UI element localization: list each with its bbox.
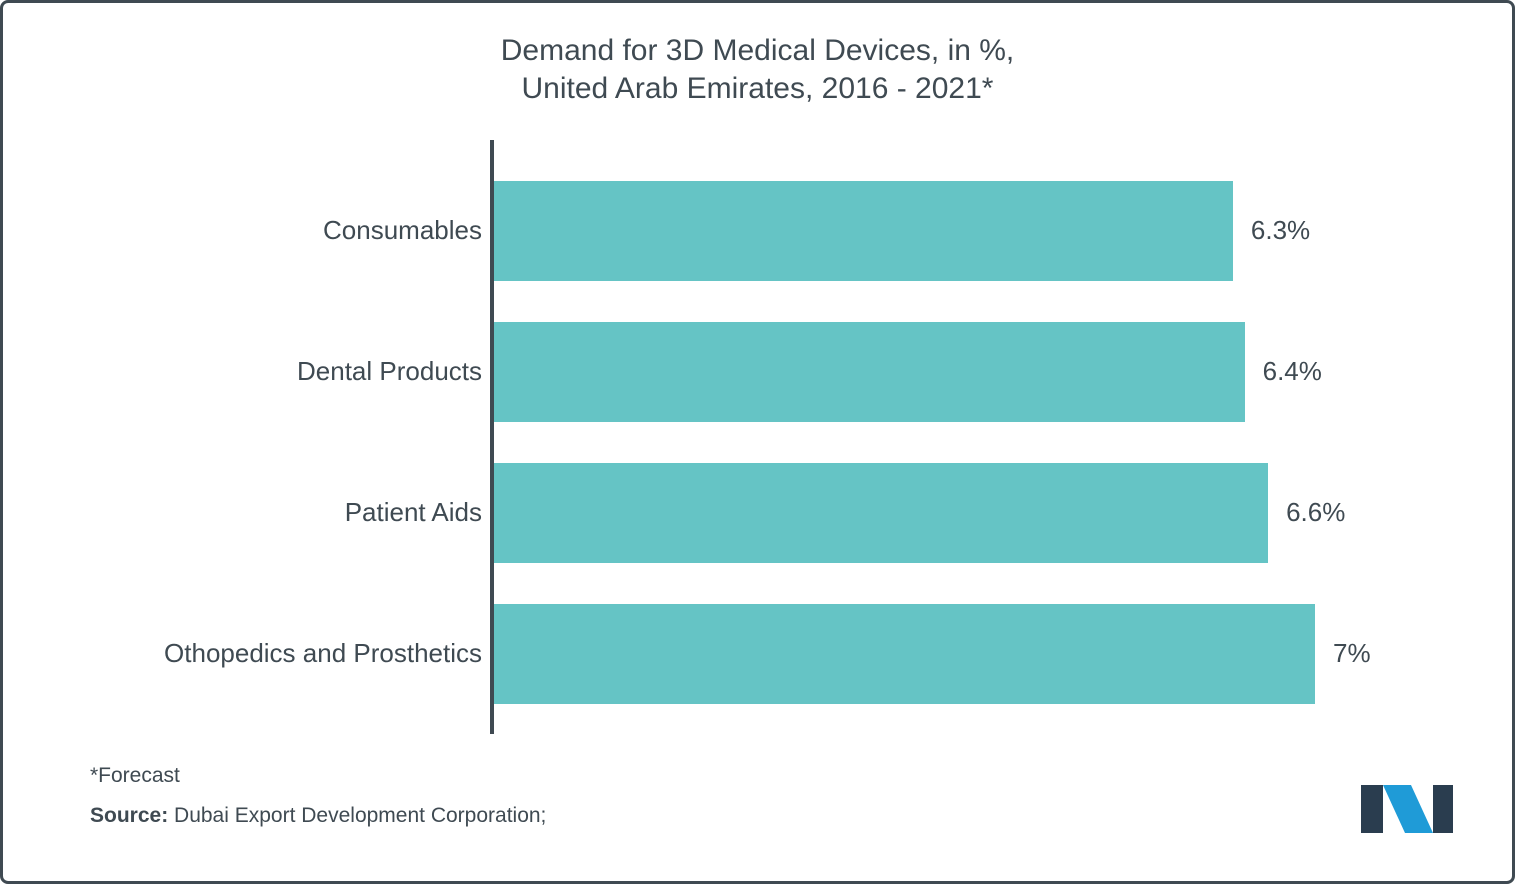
category-label: Dental Products xyxy=(102,356,482,387)
bar-wrap: 7% xyxy=(494,604,1395,704)
chart-title: Demand for 3D Medical Devices, in %, Uni… xyxy=(0,32,1515,107)
category-label: Othopedics and Prosthetics xyxy=(102,638,482,669)
bar xyxy=(494,604,1315,704)
forecast-note: *Forecast xyxy=(90,756,546,796)
title-line-2: United Arab Emirates, 2016 - 2021* xyxy=(0,70,1515,108)
footnote: *Forecast Source: Dubai Export Developme… xyxy=(90,756,546,836)
logo-bar-2 xyxy=(1433,785,1453,833)
bar xyxy=(494,181,1233,281)
bar-wrap: 6.3% xyxy=(494,181,1395,281)
logo-bar-1 xyxy=(1361,785,1383,833)
logo-accent xyxy=(1383,785,1433,833)
title-line-1: Demand for 3D Medical Devices, in %, xyxy=(0,32,1515,70)
source-text: Dubai Export Development Corporation; xyxy=(168,804,546,827)
category-label: Consumables xyxy=(102,215,482,246)
category-label: Patient Aids xyxy=(102,497,482,528)
bar-row: Patient Aids 6.6% xyxy=(90,463,1395,563)
source-label: Source: xyxy=(90,804,168,827)
bar-wrap: 6.6% xyxy=(494,463,1395,563)
bar-row: Othopedics and Prosthetics 7% xyxy=(90,604,1395,704)
bar-wrap: 6.4% xyxy=(494,322,1395,422)
value-label: 6.3% xyxy=(1251,215,1310,246)
bar-rows: Consumables 6.3% Dental Products 6.4% Patien… xyxy=(90,140,1395,734)
value-label: 6.4% xyxy=(1263,356,1322,387)
bar xyxy=(494,322,1245,422)
bar xyxy=(494,463,1268,563)
value-label: 7% xyxy=(1333,638,1371,669)
bar-row: Dental Products 6.4% xyxy=(90,322,1395,422)
value-label: 6.6% xyxy=(1286,497,1345,528)
chart-area: Consumables 6.3% Dental Products 6.4% Patien… xyxy=(90,140,1395,734)
bar-row: Consumables 6.3% xyxy=(90,181,1395,281)
brand-logo-icon xyxy=(1361,785,1453,838)
source-line: Source: Dubai Export Development Corpora… xyxy=(90,796,546,836)
